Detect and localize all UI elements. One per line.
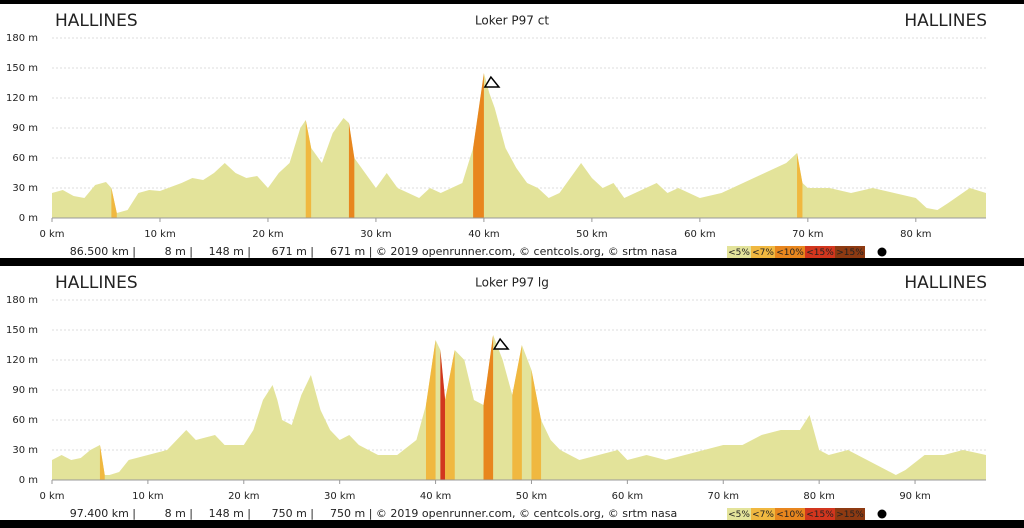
y-tick-label: 150 m bbox=[6, 63, 38, 74]
stat: 86.500 km | bbox=[70, 245, 136, 258]
y-tick-label: 90 m bbox=[12, 385, 38, 396]
slope-segment bbox=[440, 350, 446, 480]
x-tick-label: 10 km bbox=[144, 229, 175, 240]
x-tick-label: 80 km bbox=[803, 491, 834, 502]
slope-segment bbox=[425, 340, 436, 480]
slope-segment bbox=[445, 350, 455, 480]
legend-swatch bbox=[751, 246, 775, 258]
panel-background bbox=[0, 266, 1024, 520]
slope-segment bbox=[473, 73, 484, 218]
legend-swatch bbox=[835, 508, 865, 520]
legend-swatch bbox=[805, 246, 835, 258]
panel: HALLINES Loker P97 ct HALLINES 0 m 30 m 60 m 9… bbox=[0, 4, 1024, 258]
summit-icon bbox=[483, 75, 501, 88]
legend-label: <15% bbox=[806, 510, 834, 520]
stat: 750 m | © 2019 openrunner.com, © centcol… bbox=[330, 507, 677, 520]
slope-segment bbox=[797, 153, 803, 218]
x-tick-label: 10 km bbox=[132, 491, 163, 502]
legend-swatch bbox=[727, 246, 751, 258]
x-tick-label: 80 km bbox=[900, 229, 931, 240]
legend-label: <5% bbox=[728, 248, 750, 258]
x-tick-label: 50 km bbox=[516, 491, 547, 502]
legend-label: <7% bbox=[752, 510, 774, 520]
x-tick-label: 30 km bbox=[324, 491, 355, 502]
chart-title: Loker P97 lg bbox=[475, 276, 549, 290]
slope-segment bbox=[111, 188, 117, 218]
elevation-area bbox=[52, 73, 986, 218]
x-tick-label: 70 km bbox=[708, 491, 739, 502]
y-tick-label: 0 m bbox=[19, 213, 38, 224]
legend-swatch bbox=[835, 246, 865, 258]
x-tick-label: 20 km bbox=[252, 229, 283, 240]
x-tick-label: 60 km bbox=[612, 491, 643, 502]
slope-segment bbox=[348, 123, 355, 218]
slope-segment bbox=[512, 345, 522, 480]
panel-background bbox=[0, 4, 1024, 258]
x-tick-label: 0 km bbox=[39, 229, 64, 240]
y-tick-label: 30 m bbox=[12, 183, 38, 194]
x-tick-label: 30 km bbox=[360, 229, 391, 240]
legend-swatch bbox=[805, 508, 835, 520]
stat: 97.400 km | bbox=[70, 507, 136, 520]
y-tick-label: 60 m bbox=[12, 415, 38, 426]
slope-segment bbox=[305, 120, 312, 218]
x-tick-label: 60 km bbox=[684, 229, 715, 240]
legend-label: <10% bbox=[776, 510, 804, 520]
stat: 750 m | bbox=[272, 507, 314, 520]
y-tick-label: 0 m bbox=[19, 475, 38, 486]
legend-label: <10% bbox=[776, 248, 804, 258]
start-name: HALLINES bbox=[55, 11, 138, 31]
y-tick-label: 150 m bbox=[6, 325, 38, 336]
slope-segment bbox=[531, 370, 542, 480]
stat: 671 m | bbox=[272, 245, 314, 258]
legend-swatch bbox=[775, 246, 805, 258]
panel: HALLINES Loker P97 lg HALLINES 0 m 30 m 60 m 9… bbox=[0, 266, 1024, 520]
x-tick-label: 0 km bbox=[39, 491, 64, 502]
legend-swatch bbox=[751, 508, 775, 520]
x-tick-label: 40 km bbox=[420, 491, 451, 502]
legend-dot bbox=[877, 509, 887, 519]
legend-swatch bbox=[775, 508, 805, 520]
slope-segment bbox=[99, 445, 105, 480]
y-tick-label: 60 m bbox=[12, 153, 38, 164]
legend-label: >15% bbox=[836, 248, 864, 258]
stat: 148 m | bbox=[209, 245, 251, 258]
stat: 148 m | bbox=[209, 507, 251, 520]
x-tick-label: 90 km bbox=[899, 491, 930, 502]
summit-icon bbox=[492, 337, 510, 350]
chart-title: Loker P97 ct bbox=[475, 14, 549, 28]
y-tick-label: 180 m bbox=[6, 33, 38, 44]
start-name: HALLINES bbox=[55, 273, 138, 293]
legend-label: <15% bbox=[806, 248, 834, 258]
legend-label: <7% bbox=[752, 248, 774, 258]
y-tick-label: 30 m bbox=[12, 445, 38, 456]
legend-label: >15% bbox=[836, 510, 864, 520]
legend-swatch bbox=[727, 508, 751, 520]
x-tick-label: 70 km bbox=[792, 229, 823, 240]
x-tick-label: 50 km bbox=[576, 229, 607, 240]
end-name: HALLINES bbox=[904, 273, 987, 293]
y-tick-label: 180 m bbox=[6, 295, 38, 306]
stat: 8 m | bbox=[165, 507, 193, 520]
legend-label: <5% bbox=[728, 510, 750, 520]
end-name: HALLINES bbox=[904, 11, 987, 31]
stat: 671 m | © 2019 openrunner.com, © centcol… bbox=[330, 245, 677, 258]
stat: 8 m | bbox=[165, 245, 193, 258]
slope-segment bbox=[483, 335, 494, 480]
y-tick-label: 90 m bbox=[12, 123, 38, 134]
y-tick-label: 120 m bbox=[6, 355, 38, 366]
y-tick-label: 120 m bbox=[6, 93, 38, 104]
legend-dot bbox=[877, 247, 887, 257]
x-tick-label: 20 km bbox=[228, 491, 259, 502]
x-tick-label: 40 km bbox=[468, 229, 499, 240]
